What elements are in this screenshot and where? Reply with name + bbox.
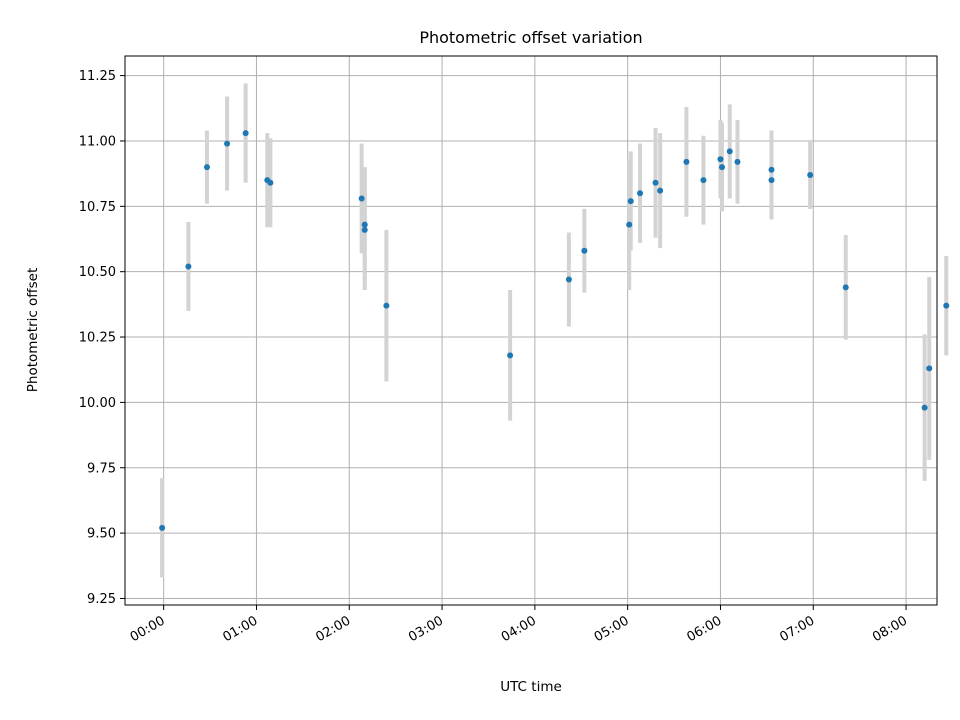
x-axis-label: UTC time [500,679,562,695]
data-point [203,164,210,171]
data-point [700,177,707,184]
data-point [719,164,726,171]
data-point [627,198,634,205]
grid-lines [125,56,937,605]
chart-title: Photometric offset variation [419,28,642,47]
data-point [358,195,365,202]
data-point [383,302,390,309]
data-point [361,226,368,233]
y-axis-ticks: 9.25 9.50 9.75 10.00 10.25 10.50 10.75 11.00 11.… [79,69,125,607]
y-tick-label: 10.50 [79,265,116,280]
data-point [768,166,775,173]
data-point [657,187,664,194]
data-point [943,302,950,309]
y-tick-label: 9.25 [87,592,116,607]
data-point [581,247,588,254]
data-point [224,140,231,147]
data-point [507,352,514,359]
y-tick-label: 11.00 [79,134,116,149]
data-point [159,524,166,531]
y-tick-label: 9.50 [87,527,116,542]
data-point [768,177,775,184]
data-point [734,158,741,165]
y-tick-label: 10.75 [79,200,116,215]
data-point [185,263,192,270]
data-point [565,276,572,283]
data-point [726,148,733,155]
data-point [242,130,249,137]
data-point [637,190,644,197]
data-point [842,284,849,291]
data-point [652,179,659,186]
data-point [626,221,633,228]
data-point [807,171,814,178]
data-point [267,179,274,186]
y-tick-label: 11.25 [79,69,116,84]
data-point [361,221,368,228]
plot-frame [124,55,938,606]
y-tick-label: 9.75 [87,461,116,476]
y-axis-label: Photometric offset [25,268,41,392]
data-point [717,156,724,163]
y-tick-label: 10.25 [79,331,116,346]
data-point [921,404,928,411]
data-points [159,130,950,531]
data-point [683,158,690,165]
y-tick-label: 10.00 [79,396,116,411]
data-point [926,365,933,372]
